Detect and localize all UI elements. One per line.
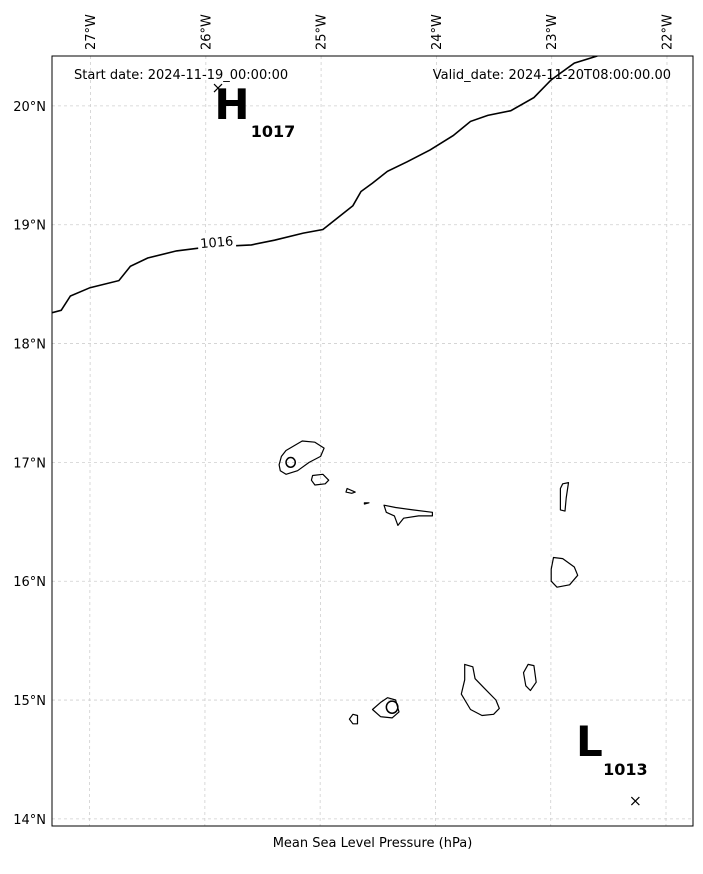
center-marker: [630, 796, 640, 806]
start-date: Start date: 2024-11-19_00:00:00: [74, 68, 288, 83]
latitude-tick-label: 20°N: [13, 100, 46, 115]
graticule: [52, 55, 693, 827]
island-coastline: [460, 663, 500, 717]
meridian-line: [204, 55, 207, 827]
isobar-label-gap: [197, 233, 237, 251]
meridian-line: [435, 55, 437, 827]
high-pressure-letter: H: [214, 80, 249, 129]
island-coastline: [278, 440, 325, 475]
low-pressure-letter: L: [576, 717, 603, 766]
latitude-tick-label: 19°N: [13, 219, 46, 234]
meridian-line: [550, 55, 553, 827]
longitude-tick-label: 22°W: [660, 14, 675, 50]
latitude-tick-label: 16°N: [13, 575, 46, 590]
island-coastline: [383, 504, 433, 526]
valid-date: Valid_date: 2024-11-20T08:00:00.00: [433, 68, 671, 83]
longitude-labels: 27°W 26°W 25°W 24°W 23°W 22°W: [84, 14, 675, 50]
crater-ring: [385, 700, 399, 714]
latitude-tick-label: 17°N: [13, 456, 46, 471]
island-coastline: [550, 556, 579, 588]
map-caption: Mean Sea Level Pressure (hPa): [272, 836, 473, 851]
longitude-tick-label: 26°W: [199, 14, 214, 50]
map-frame: [51, 55, 694, 827]
longitude-tick-label: 23°W: [545, 14, 560, 50]
island-coastline: [522, 663, 537, 692]
island-coastline: [345, 487, 356, 494]
center-marker: [213, 83, 223, 93]
isobars: 1016: [52, 56, 598, 314]
island-coastline: [348, 713, 359, 725]
meridian-line: [89, 55, 91, 827]
island-coastline: [363, 502, 370, 505]
isobar-line: [52, 56, 598, 314]
latitude-tick-label: 18°N: [13, 338, 46, 353]
latitude-tick-label: 14°N: [13, 813, 46, 828]
longitude-tick-label: 25°W: [315, 14, 330, 50]
coastlines: [278, 440, 579, 725]
longitude-tick-label: 24°W: [430, 14, 445, 50]
center-pressure-value: 1017: [251, 122, 296, 141]
isobar-label: 1016: [200, 234, 234, 252]
longitude-tick-label: 27°W: [84, 14, 99, 50]
center-pressure-value: 1013: [603, 760, 648, 779]
meridian-line: [665, 55, 668, 827]
latitude-labels: 20°N 19°N 18°N 17°N 16°N 15°N 14°N: [13, 100, 46, 828]
latitude-tick-label: 15°N: [13, 694, 46, 709]
crater-ring: [285, 456, 297, 468]
meridian-line: [319, 55, 322, 827]
island-coastline: [559, 482, 570, 512]
island-coastline: [310, 473, 330, 486]
